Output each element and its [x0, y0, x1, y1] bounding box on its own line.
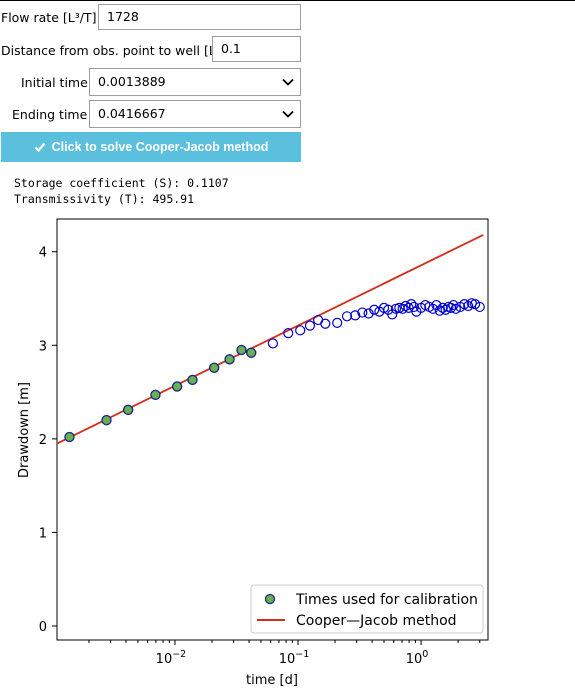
observation-point	[437, 302, 448, 313]
distance-label: Distance from obs. point to well [L]:	[1, 42, 225, 58]
solve-cooper-jacob-button[interactable]: Click to solve Cooper-Jacob method	[1, 132, 301, 162]
flow-rate-label: Flow rate [L³/T]:	[1, 9, 101, 25]
distance-input[interactable]: 0.1	[212, 36, 301, 62]
y-tick-label: 3	[39, 339, 47, 354]
y-tick-label: 2	[39, 433, 47, 448]
observation-point	[267, 338, 278, 349]
observation-point	[320, 318, 331, 329]
observation-point	[400, 300, 411, 312]
check-icon	[34, 142, 45, 153]
transmissivity-output: Transmissivity (T): 495.91	[14, 192, 195, 206]
x-tick-label: 10−2	[156, 649, 187, 667]
y-tick-label: 4	[39, 246, 47, 261]
observation-point	[304, 320, 316, 331]
solve-button-label: Click to solve Cooper-Jacob method	[51, 140, 269, 154]
calibration-point	[101, 414, 112, 426]
observation-point	[369, 304, 380, 315]
initial-time-value: 0.0013889	[98, 74, 166, 89]
observation-point	[440, 304, 451, 315]
observation-point	[341, 311, 353, 322]
observation-point	[463, 300, 474, 312]
legend-box	[250, 584, 484, 634]
ending-time-label: Ending time	[12, 106, 88, 122]
x-axis-label: time [d]	[246, 673, 298, 688]
plot-area	[56, 218, 489, 641]
calibration-point	[224, 354, 235, 365]
observation-point	[363, 308, 374, 319]
calibration-point	[236, 344, 247, 356]
legend-calibration-label: Times used for calibration	[295, 592, 478, 608]
observation-point	[357, 307, 368, 318]
legend-method-label: Cooper—Jacob method	[296, 613, 457, 629]
observation-point	[450, 303, 461, 314]
ending-time-select[interactable]: 0.0416667	[89, 100, 301, 128]
ending-time-value: 0.0416667	[98, 106, 166, 121]
observation-point	[431, 299, 442, 311]
calibration-point	[123, 404, 134, 416]
calibration-point	[187, 374, 198, 386]
observation-point	[332, 317, 343, 328]
y-tick-label: 0	[39, 620, 47, 635]
calibration-point	[150, 389, 161, 401]
observation-point	[427, 303, 439, 314]
observation-point	[387, 309, 398, 320]
y-tick-label: 1	[39, 526, 47, 541]
observation-point	[283, 328, 294, 339]
initial-time-label: Initial time	[21, 74, 88, 90]
x-tick-label: 10−1	[279, 649, 310, 667]
observation-point	[434, 305, 445, 316]
observation-point	[350, 310, 361, 321]
legend-calibration-marker	[264, 593, 276, 605]
top-border	[0, 0, 575, 1]
calibration-point	[246, 347, 257, 358]
x-tick-label: 100	[406, 649, 429, 667]
ending-time-row: Ending time	[0, 100, 87, 128]
y-axis-label: Drawdown [m]	[17, 382, 32, 478]
chevron-down-icon	[282, 110, 294, 118]
flow-rate-row: Flow rate [L³/T]:	[0, 3, 101, 31]
observation-point	[295, 325, 306, 336]
calibration-point	[209, 362, 220, 373]
observation-point	[474, 301, 485, 313]
storage-coefficient-output: Storage coefficient (S): 0.1107	[14, 176, 229, 190]
legend: Times used for calibration Cooper—Jacob …	[250, 584, 484, 634]
initial-time-select[interactable]: 0.0013889	[89, 68, 301, 96]
calibration-point	[64, 431, 75, 443]
chevron-down-icon	[282, 78, 294, 86]
calibration-point	[171, 381, 183, 392]
observation-point	[397, 303, 408, 314]
flow-rate-input[interactable]: 1728	[98, 4, 301, 30]
observation-point	[406, 299, 417, 310]
initial-time-row: Initial time	[0, 68, 88, 96]
distance-row: Distance from obs. point to well [L]:	[0, 36, 225, 64]
